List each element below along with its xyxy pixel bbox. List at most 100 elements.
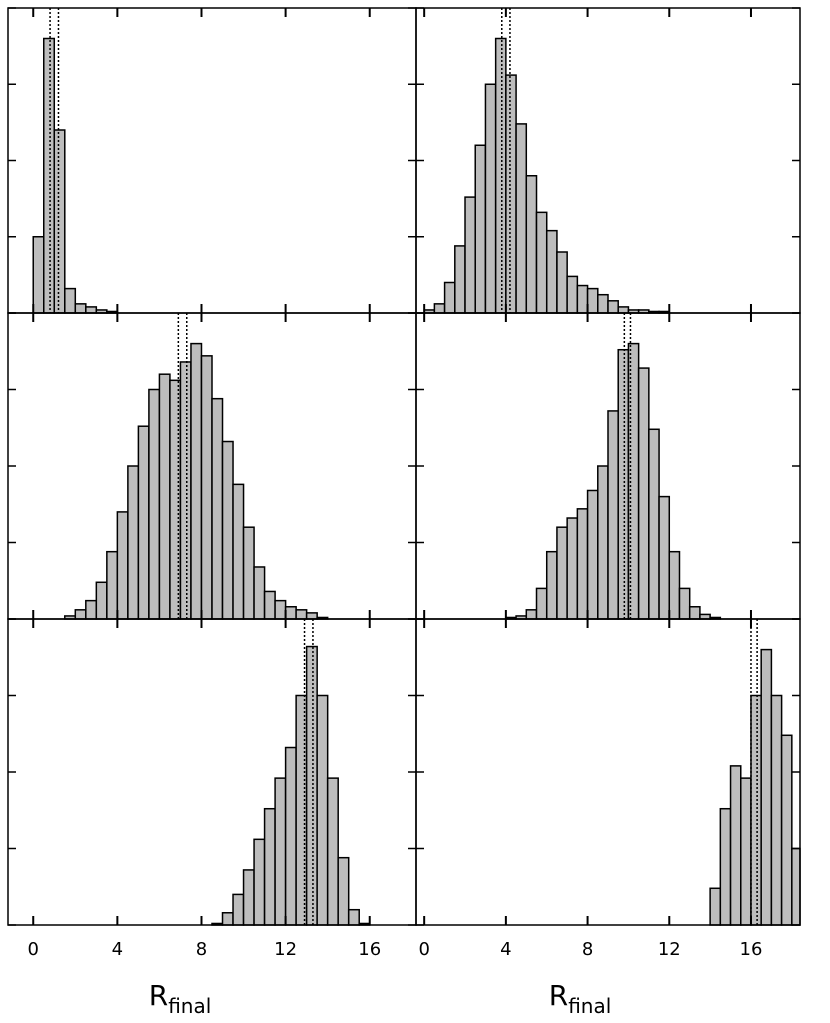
histogram-bar: [274, 599, 287, 620]
histogram-bar: [137, 425, 150, 620]
histogram-bar: [617, 306, 630, 314]
histogram-bar: [211, 397, 224, 620]
histogram-bar: [32, 236, 45, 314]
histogram-bar: [253, 566, 266, 620]
histogram-bar: [284, 746, 297, 926]
histogram-bar: [179, 361, 192, 620]
histogram-bar: [597, 465, 609, 620]
histogram-bar: [295, 609, 308, 620]
x-tick-label: 8: [582, 939, 593, 960]
histogram-bar: [474, 144, 487, 314]
histogram-bar: [464, 196, 476, 314]
histogram-bar: [242, 869, 255, 926]
x-tick-label: 4: [500, 939, 511, 960]
x-axis-label: Rfinal: [549, 979, 612, 1018]
histogram-bar: [515, 123, 528, 314]
histogram-bar: [791, 847, 801, 926]
histogram-bar: [607, 410, 619, 620]
panel-frame: [7, 618, 417, 926]
x-label-sub: final: [568, 994, 611, 1018]
histogram-bar: [200, 355, 213, 620]
histogram-bar: [221, 440, 234, 620]
x-tick-label: 12: [274, 939, 297, 960]
histogram-bar: [232, 483, 245, 620]
histogram-bar: [242, 526, 255, 620]
histogram-bar: [64, 287, 77, 314]
histogram-bar: [274, 777, 287, 926]
histogram-bar: [607, 300, 619, 314]
histogram-bar: [597, 293, 609, 314]
x-tick-label: 8: [196, 939, 207, 960]
histogram-bar: [443, 281, 456, 314]
histogram-bar: [586, 489, 599, 620]
histogram-bar: [295, 694, 308, 926]
histogram-bar: [158, 373, 171, 620]
panel-frame: [7, 7, 417, 314]
histogram-bar: [263, 590, 276, 620]
histogram-bar: [709, 887, 722, 926]
x-tick-label: 12: [658, 939, 681, 960]
histogram-bar: [305, 645, 318, 926]
histogram-bar: [556, 526, 568, 620]
histogram-bar: [780, 734, 793, 926]
x-tick-label: 0: [418, 939, 429, 960]
histogram-bar: [637, 367, 650, 620]
histogram-bar: [190, 342, 203, 620]
histogram-bar: [433, 303, 446, 314]
histogram-bar: [576, 284, 589, 314]
histogram-bar: [253, 838, 266, 926]
x-label-main: R: [549, 979, 568, 1012]
histogram-bar: [688, 606, 701, 620]
histogram-bar: [770, 694, 783, 926]
panel-frame: [415, 618, 801, 926]
histogram-bar: [494, 37, 507, 314]
histogram-bar: [535, 587, 548, 620]
histogram-bar: [576, 508, 589, 620]
histogram-bar: [85, 306, 98, 314]
histogram-bar: [337, 856, 350, 926]
histogram-bar: [750, 694, 762, 926]
histogram-bar: [729, 765, 742, 926]
histogram-bar: [263, 807, 276, 926]
x-axis-label: Rfinal: [149, 979, 212, 1018]
histogram-bar: [169, 379, 182, 620]
histogram-bar: [556, 251, 568, 314]
histogram-bar: [719, 807, 732, 926]
histogram-bar: [760, 648, 773, 926]
histogram-bar: [566, 517, 579, 620]
histogram-bar: [326, 777, 339, 926]
histogram-bar: [74, 303, 87, 314]
histogram-bar: [617, 348, 630, 620]
histogram-bar: [85, 599, 98, 620]
histogram-bar: [284, 606, 297, 620]
histogram-bar: [484, 83, 497, 314]
histogram-bar: [525, 609, 538, 620]
x-tick-label: 0: [28, 939, 39, 960]
histogram-bar: [586, 287, 599, 314]
histogram-bar: [648, 428, 660, 620]
histogram-bar: [545, 550, 558, 620]
histogram-bar: [505, 74, 517, 314]
histogram-bar: [221, 912, 234, 926]
x-label-main: R: [149, 979, 168, 1012]
histogram-bar: [525, 175, 538, 314]
x-label-sub: final: [168, 994, 211, 1018]
histogram-bar: [740, 777, 752, 926]
histogram-bar: [566, 275, 579, 314]
histogram-bar: [232, 893, 245, 926]
histogram-bar: [43, 37, 56, 314]
x-tick-label: 4: [112, 939, 123, 960]
histogram-bar: [74, 609, 87, 620]
x-tick-label: 16: [740, 939, 763, 960]
histogram-bar: [305, 612, 318, 620]
histogram-bar: [454, 245, 466, 314]
x-tick-label: 16: [358, 939, 381, 960]
histogram-bar: [545, 229, 558, 314]
histogram-bar: [668, 550, 681, 620]
histogram-bar: [316, 694, 329, 926]
histogram-bar: [148, 388, 161, 620]
histogram-bar: [116, 511, 129, 620]
histogram-bar: [106, 550, 119, 620]
